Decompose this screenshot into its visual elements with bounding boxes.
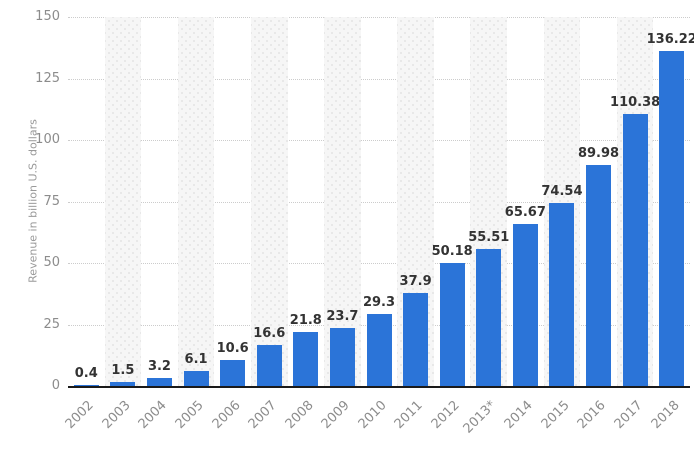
bar[interactable] — [73, 385, 99, 386]
gridline — [68, 263, 690, 264]
x-tick-label-text: 2003 — [99, 398, 134, 433]
category-stripe — [250, 17, 288, 386]
y-tick-label: 50 — [43, 255, 60, 270]
bar[interactable] — [329, 327, 355, 386]
x-tick-label-text: 2005 — [172, 398, 207, 433]
bar-value-label: 37.9 — [399, 273, 432, 289]
bar-value-label: 89.98 — [577, 145, 620, 161]
bar[interactable] — [622, 114, 648, 386]
bar[interactable] — [110, 382, 136, 386]
bar-value-label: 3.2 — [147, 359, 171, 375]
gridline — [68, 78, 690, 80]
bar[interactable] — [183, 371, 209, 386]
bar[interactable] — [293, 332, 319, 386]
bar[interactable] — [476, 249, 502, 386]
bar-value-label: 23.7 — [326, 308, 359, 324]
bar[interactable] — [403, 292, 429, 386]
bar-value-label: 136.22 — [646, 31, 694, 47]
x-tick-label-text: 2011 — [392, 398, 427, 433]
x-tick-label-text: 2008 — [282, 398, 317, 433]
x-tick-label-text: 2015 — [538, 398, 573, 433]
bar-value-label: 21.8 — [289, 313, 322, 329]
bar-value-label: 0.4 — [74, 366, 98, 381]
category-stripe — [177, 17, 215, 386]
x-tick-label-text: 2013* — [460, 398, 500, 437]
y-tick-label: 0 — [51, 378, 60, 393]
x-tick-label-text: 2006 — [209, 398, 244, 433]
bar-value-label: 74.54 — [541, 183, 583, 199]
y-tick-label: 125 — [35, 70, 60, 86]
bar-value-label: 29.3 — [362, 294, 396, 310]
x-tick-label-text: 2002 — [62, 398, 97, 433]
y-tick-label: 25 — [43, 316, 60, 332]
bar[interactable] — [586, 164, 612, 386]
bar-value-label: 65.67 — [504, 205, 546, 221]
x-tick-label-text: 2009 — [319, 398, 354, 433]
bar[interactable] — [256, 345, 282, 386]
x-tick-label-text: 2012 — [428, 398, 463, 433]
bar-value-label: 6.1 — [184, 352, 208, 367]
category-stripe — [324, 17, 361, 386]
bar-value-label: 55.51 — [468, 230, 510, 246]
bar-value-label: 50.18 — [431, 243, 473, 259]
y-tick-label: 100 — [35, 132, 60, 147]
bar[interactable] — [366, 313, 392, 386]
x-tick-label-text: 2017 — [611, 398, 646, 433]
x-tick-label-text: 2016 — [575, 398, 610, 433]
gridline — [68, 140, 690, 141]
x-tick-label-text: 2014 — [501, 398, 536, 433]
bar-value-label: 110.38 — [610, 95, 661, 111]
bar-value-label: 1.5 — [111, 363, 135, 379]
y-tick-label: 150 — [35, 9, 60, 24]
plot-area x-axis-line: 0.4 2002 1.5 2003 3.2 2004 6.1 2005 10.6 2006 16.6… — [63, 17, 694, 437]
bar[interactable] — [146, 378, 172, 386]
x-tick-label-text: 2004 — [136, 398, 171, 433]
bar[interactable] — [659, 50, 685, 386]
bar-value-label: 16.6 — [253, 326, 286, 342]
x-tick-label-text: 2007 — [245, 398, 280, 433]
gridline — [68, 201, 690, 203]
y-tick-label: 75 — [43, 193, 60, 209]
x-tick-label-text: 2018 — [648, 398, 683, 433]
bar[interactable] — [220, 359, 246, 386]
bar[interactable] — [549, 202, 575, 386]
bar[interactable] — [439, 262, 465, 386]
bar-value-label: 10.6 — [216, 340, 249, 356]
category-stripe — [104, 17, 142, 386]
x-tick-label-text: 2010 — [355, 398, 390, 433]
gridline — [68, 17, 690, 18]
bar[interactable] — [512, 224, 538, 386]
